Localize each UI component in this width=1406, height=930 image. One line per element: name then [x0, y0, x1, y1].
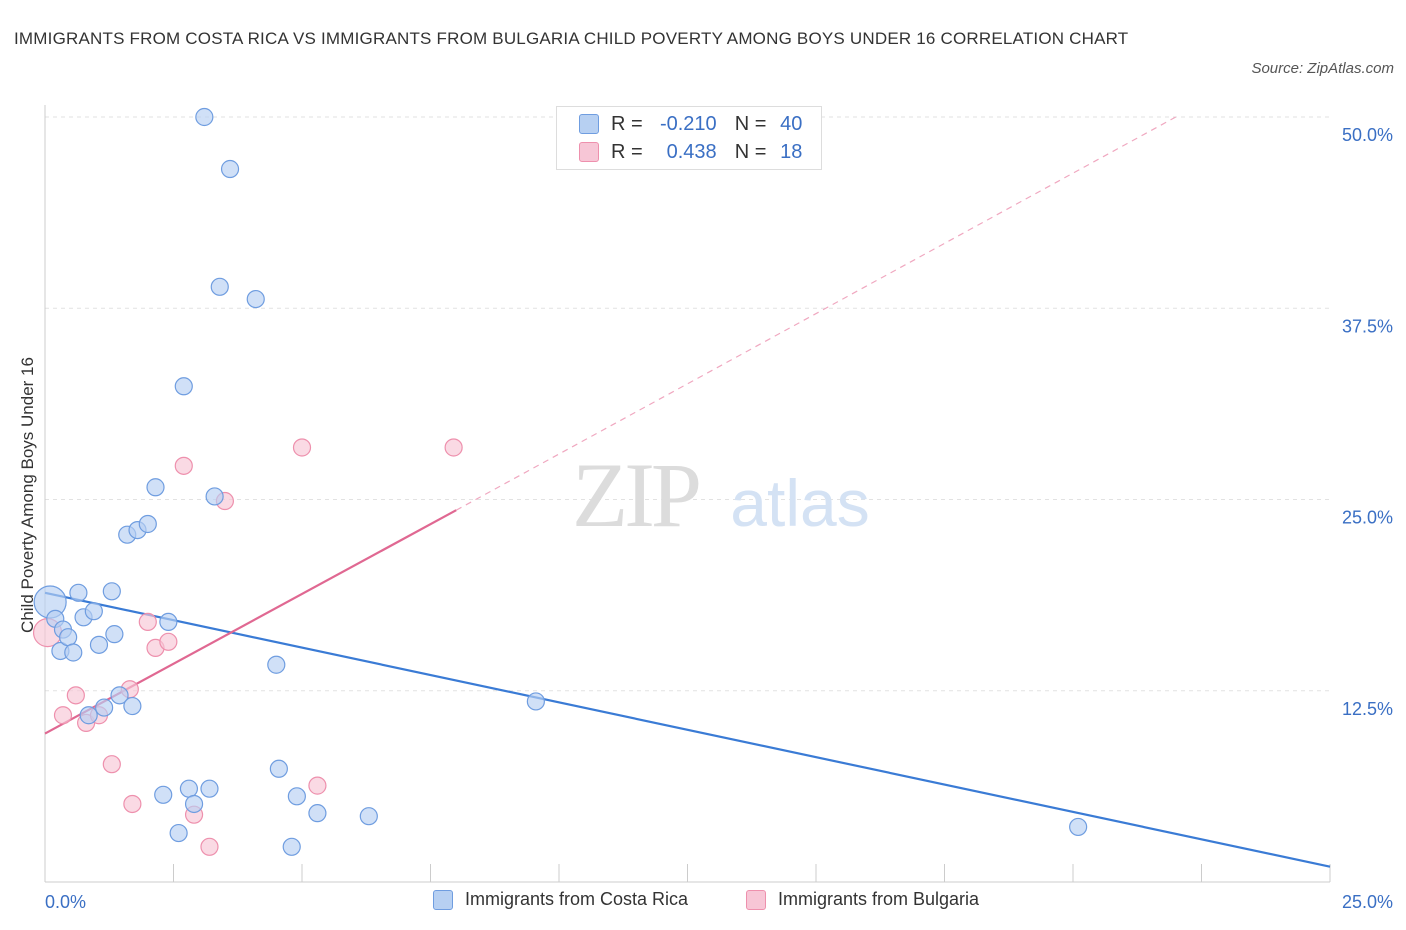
bottom-legend-label-bulgaria: Immigrants from Bulgaria	[778, 889, 980, 909]
legend-swatch-bulgaria	[579, 142, 599, 162]
legend-r-value-bulgaria: 0.438	[666, 140, 717, 163]
bottom-legend-label-costa-rica: Immigrants from Costa Rica	[465, 889, 689, 909]
y-tick-label: 25.0%	[1342, 508, 1393, 528]
chart-title: IMMIGRANTS FROM COSTA RICA VS IMMIGRANTS…	[14, 29, 1129, 48]
point-bulgaria	[200, 837, 219, 856]
legend-n-label: N =	[734, 112, 767, 135]
point-bulgaria	[66, 686, 85, 705]
point-costa-rica	[95, 698, 114, 717]
point-bulgaria	[174, 456, 193, 475]
y-tick-label: 37.5%	[1342, 316, 1393, 336]
point-costa-rica	[79, 706, 98, 725]
point-bulgaria	[123, 794, 142, 814]
point-bulgaria	[53, 706, 73, 725]
legend-n-value-bulgaria: 18	[780, 140, 803, 163]
legend-r-label: R =	[611, 140, 643, 163]
point-costa-rica	[200, 779, 219, 798]
point-costa-rica	[59, 628, 78, 647]
point-costa-rica	[287, 787, 306, 806]
point-costa-rica	[146, 478, 165, 497]
tick-labels: 12.5% 25.0% 37.5% 50.0% 0.0% 25.0%	[45, 125, 1393, 912]
bottom-legend-bulgaria: Immigrants from Bulgaria	[746, 889, 979, 910]
trend-line-costa-rica	[44, 591, 1331, 868]
point-costa-rica	[174, 377, 193, 396]
point-costa-rica	[282, 837, 301, 856]
point-costa-rica	[69, 583, 88, 602]
point-costa-rica	[84, 602, 103, 621]
point-bulgaria	[138, 612, 157, 632]
watermark-atlas: atlas	[730, 466, 869, 540]
legend-r-label: R =	[611, 112, 643, 135]
x-tick-label: 0.0%	[45, 892, 86, 912]
legend-r-value-costa-rica: -0.210	[659, 112, 717, 135]
point-costa-rica	[269, 759, 288, 778]
bottom-legend-swatch-bulgaria	[746, 889, 766, 910]
bottom-legend-swatch-costa-rica	[433, 889, 453, 910]
point-costa-rica	[169, 823, 188, 843]
watermark-zip: ZIP	[572, 444, 699, 546]
point-costa-rica	[110, 686, 129, 705]
point-bulgaria	[292, 438, 312, 457]
point-costa-rica	[267, 655, 286, 674]
point-costa-rica	[526, 692, 545, 711]
y-tick-label: 50.0%	[1342, 125, 1393, 145]
x-tick-label: 25.0%	[1342, 892, 1393, 912]
point-costa-rica	[179, 779, 199, 798]
point-costa-rica	[205, 487, 224, 506]
point-costa-rica	[138, 514, 157, 534]
point-costa-rica	[210, 277, 229, 296]
correlation-legend: R = -0.210 N = 40 R = 0.438 N = 18	[556, 106, 822, 170]
source-label: Source: ZipAtlas.com	[1251, 60, 1394, 77]
point-bulgaria	[444, 438, 463, 457]
legend-n-label: N =	[734, 140, 767, 163]
point-costa-rica	[154, 785, 173, 804]
legend-row-costa-rica: R = -0.210 N = 40	[579, 110, 802, 138]
point-costa-rica	[102, 582, 121, 601]
point-costa-rica	[123, 696, 142, 716]
y-axis-label: Child Poverty Among Boys Under 16	[18, 357, 37, 633]
gridlines	[45, 116, 1330, 692]
point-costa-rica	[159, 612, 178, 632]
point-costa-rica	[220, 159, 240, 179]
legend-row-bulgaria: R = 0.438 N = 18	[579, 138, 802, 166]
point-bulgaria	[159, 632, 178, 651]
trend-line-bulgaria-extended	[455, 116, 1177, 511]
point-bulgaria	[308, 776, 327, 795]
point-costa-rica	[89, 635, 109, 654]
point-costa-rica	[64, 643, 83, 662]
y-tick-label: 12.5%	[1342, 699, 1393, 719]
point-costa-rica	[308, 804, 327, 823]
bottom-legend-costa-rica: Immigrants from Costa Rica	[433, 889, 688, 910]
point-costa-rica	[359, 807, 378, 826]
point-costa-rica	[246, 289, 265, 309]
point-costa-rica	[195, 107, 214, 127]
point-costa-rica	[105, 625, 124, 644]
legend-swatch-costa-rica	[579, 114, 599, 134]
point-bulgaria	[102, 755, 121, 774]
point-costa-rica	[184, 794, 204, 814]
data-points	[32, 107, 1088, 856]
point-costa-rica	[1069, 817, 1088, 837]
legend-n-value-costa-rica: 40	[780, 112, 803, 135]
axes	[44, 105, 1331, 883]
